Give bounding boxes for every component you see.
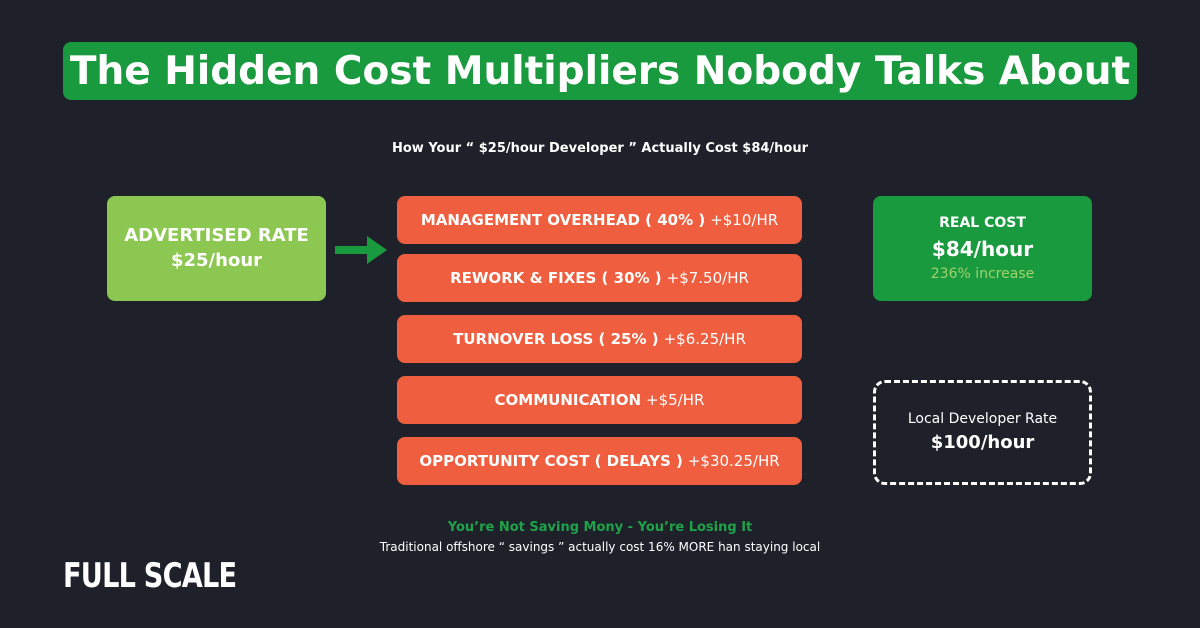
real-cost-increase: 236% increase xyxy=(930,265,1035,282)
logo: FULL SCALE xyxy=(63,556,237,596)
arrow xyxy=(335,236,387,264)
cost-item: OPPORTUNITY COST ( DELAYS ) +$30.25/HR xyxy=(397,437,802,485)
real-cost-label: REAL COST xyxy=(939,214,1026,231)
footer-note: Traditional offshore “ savings ” actuall… xyxy=(379,540,821,554)
advertised-box: ADVERTISED RATE $25/hour xyxy=(107,196,326,301)
item-name: REWORK & FIXES ( 30% ) xyxy=(450,269,662,287)
cost-item: MANAGEMENT OVERHEAD ( 40% ) +$10/HR xyxy=(397,196,802,244)
subtitle: How Your “ $25/hour Developer ” Actually… xyxy=(391,141,809,156)
item-name: OPPORTUNITY COST ( DELAYS ) xyxy=(419,452,683,470)
local-rate: $100/hour xyxy=(930,431,1035,453)
item-name: TURNOVER LOSS ( 25% ) xyxy=(453,330,659,348)
title-banner: The Hidden Cost Multipliers Nobody Talks… xyxy=(63,42,1137,100)
advertised-label: ADVERTISED RATE xyxy=(124,225,309,247)
footer-headline: You’re Not Saving Mony - You’re Losing I… xyxy=(447,520,753,535)
item-cost: +$5/HR xyxy=(646,391,705,409)
item-cost: +$7.50/HR xyxy=(666,269,749,287)
real-cost-rate: $84/hour xyxy=(931,236,1034,261)
title: The Hidden Cost Multipliers Nobody Talks… xyxy=(69,48,1131,94)
local-label: Local Developer Rate xyxy=(907,411,1058,428)
item-name: COMMUNICATION xyxy=(494,391,642,409)
real-cost-box: REAL COST $84/hour 236% increase xyxy=(873,196,1092,301)
item-cost: +$10/HR xyxy=(710,211,779,229)
arrow-shape xyxy=(335,236,387,264)
cost-item: REWORK & FIXES ( 30% ) +$7.50/HR xyxy=(397,254,802,302)
item-cost: +$30.25/HR xyxy=(687,452,780,470)
advertised-rate: $25/hour xyxy=(170,249,263,271)
item-cost: +$6.25/HR xyxy=(663,330,746,348)
item-name: MANAGEMENT OVERHEAD ( 40% ) xyxy=(420,211,706,229)
cost-item: TURNOVER LOSS ( 25% ) +$6.25/HR xyxy=(397,315,802,363)
cost-item: COMMUNICATION +$5/HR xyxy=(397,376,802,424)
local-box: Local Developer Rate $100/hour xyxy=(873,380,1092,485)
